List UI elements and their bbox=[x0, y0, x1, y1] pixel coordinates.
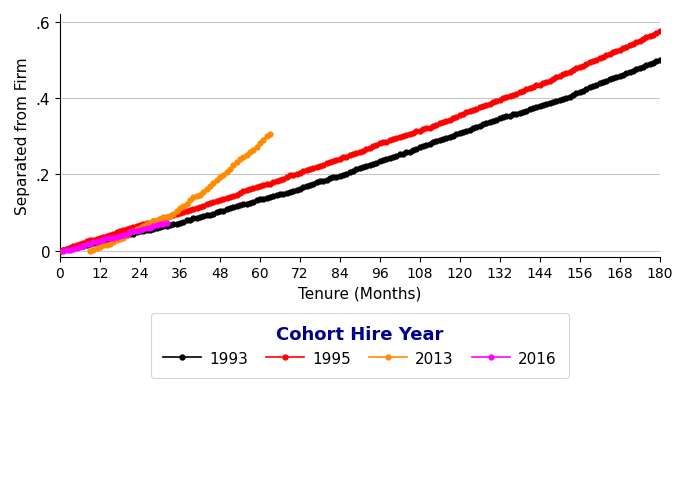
2016 bbox=[109, 235, 118, 241]
2016 bbox=[66, 247, 74, 253]
2016 bbox=[89, 240, 98, 246]
2016 bbox=[86, 241, 94, 247]
2016 bbox=[132, 228, 140, 234]
Line: 2013: 2013 bbox=[87, 133, 272, 254]
2016 bbox=[92, 239, 100, 245]
1993 bbox=[656, 58, 664, 63]
X-axis label: Tenure (Months): Tenure (Months) bbox=[298, 286, 422, 301]
2016 bbox=[146, 225, 154, 231]
2013 bbox=[262, 134, 270, 140]
2013 bbox=[266, 132, 274, 138]
2013 bbox=[153, 218, 161, 224]
2016 bbox=[136, 227, 144, 233]
2016 bbox=[126, 230, 134, 236]
1993 bbox=[652, 59, 660, 65]
2016 bbox=[116, 233, 124, 239]
2016 bbox=[139, 226, 147, 232]
2016 bbox=[155, 222, 164, 228]
2016 bbox=[103, 236, 111, 242]
2016 bbox=[129, 229, 138, 235]
2016 bbox=[79, 244, 87, 249]
2016 bbox=[162, 221, 171, 227]
1993 bbox=[106, 237, 114, 243]
2016 bbox=[59, 248, 67, 254]
2016 bbox=[96, 238, 104, 244]
2013 bbox=[119, 235, 127, 241]
1995 bbox=[552, 75, 561, 81]
2016 bbox=[63, 248, 71, 254]
1995 bbox=[652, 31, 660, 37]
1995 bbox=[343, 155, 351, 161]
2016 bbox=[76, 244, 84, 250]
2016 bbox=[83, 242, 91, 248]
2013 bbox=[246, 149, 254, 155]
1993 bbox=[343, 171, 351, 177]
Legend: 1993, 1995, 2013, 2016: 1993, 1995, 2013, 2016 bbox=[151, 313, 569, 378]
1995 bbox=[106, 232, 114, 238]
2016 bbox=[99, 237, 107, 243]
2016 bbox=[122, 231, 131, 237]
1993 bbox=[56, 248, 64, 254]
1995 bbox=[656, 29, 664, 35]
2016 bbox=[72, 245, 80, 251]
1995 bbox=[146, 220, 154, 226]
2016 bbox=[112, 234, 120, 240]
2013 bbox=[106, 241, 114, 247]
2016 bbox=[153, 223, 161, 229]
Line: 2016: 2016 bbox=[61, 222, 169, 254]
Line: 1993: 1993 bbox=[58, 58, 662, 254]
2016 bbox=[119, 233, 127, 239]
2016 bbox=[142, 225, 151, 231]
1995 bbox=[56, 248, 64, 254]
2016 bbox=[159, 222, 167, 227]
1993 bbox=[552, 99, 561, 105]
1993 bbox=[345, 170, 354, 176]
2016 bbox=[69, 246, 77, 252]
Line: 1995: 1995 bbox=[58, 30, 662, 254]
2013 bbox=[86, 248, 94, 254]
2016 bbox=[106, 235, 114, 241]
1993 bbox=[146, 227, 154, 233]
2013 bbox=[129, 229, 138, 235]
2016 bbox=[149, 224, 158, 230]
Y-axis label: Separated from Firm: Separated from Firm bbox=[15, 57, 30, 215]
1995 bbox=[345, 153, 354, 159]
